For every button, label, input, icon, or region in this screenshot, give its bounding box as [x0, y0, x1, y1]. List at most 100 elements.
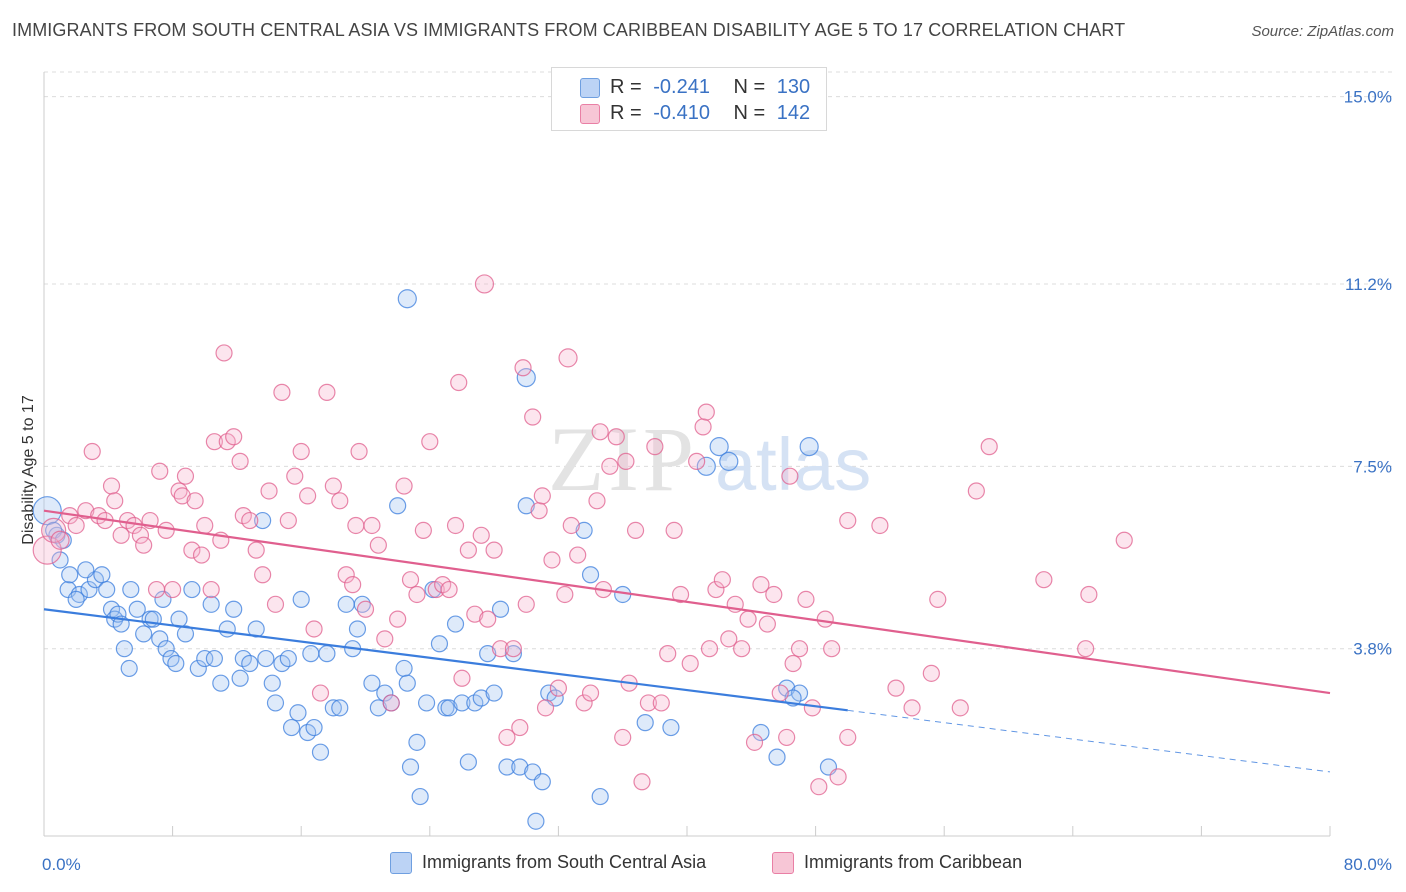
- data-point: [633, 773, 651, 791]
- data-point: [696, 456, 716, 476]
- data-point: [662, 718, 680, 737]
- data-point: [77, 502, 95, 520]
- data-point: [752, 576, 770, 594]
- r-label: R =: [610, 102, 642, 124]
- data-point: [151, 462, 169, 480]
- data-point: [292, 442, 310, 461]
- data-point: [1077, 640, 1095, 658]
- data-point: [524, 408, 542, 426]
- data-point: [543, 551, 561, 569]
- data-point: [790, 640, 809, 658]
- data-point: [614, 728, 632, 747]
- data-point: [369, 699, 387, 717]
- data-point: [720, 630, 738, 648]
- n-value: 142: [776, 102, 811, 124]
- data-point: [324, 477, 342, 495]
- data-point: [575, 694, 593, 712]
- data-point: [401, 571, 420, 589]
- data-point: [485, 684, 503, 702]
- data-point: [417, 694, 436, 712]
- data-point: [135, 625, 153, 643]
- data-point: [67, 590, 85, 609]
- trend-lines: [43, 509, 1331, 773]
- data-point: [241, 654, 259, 673]
- data-point: [719, 451, 739, 471]
- data-point: [266, 694, 285, 712]
- data-point: [479, 610, 497, 628]
- data-point: [1115, 531, 1133, 549]
- trend-line: [43, 509, 1331, 695]
- n-label: N =: [733, 76, 766, 98]
- data-point: [395, 477, 413, 495]
- data-point: [279, 649, 297, 668]
- data-point: [771, 684, 789, 702]
- data-point: [533, 773, 551, 791]
- data-point: [652, 694, 670, 712]
- data-point: [697, 403, 715, 421]
- data-point: [414, 521, 432, 540]
- data-point: [128, 600, 146, 618]
- data-point: [1035, 571, 1053, 589]
- data-point: [922, 664, 940, 682]
- data-point: [575, 521, 593, 540]
- data-point: [70, 585, 88, 604]
- data-point: [504, 640, 522, 658]
- bottom-legend-label: Immigrants from Caribbean: [804, 852, 1023, 872]
- data-point: [440, 699, 458, 717]
- data-point: [266, 595, 285, 613]
- data-point: [498, 758, 516, 776]
- data-point: [395, 659, 413, 678]
- data-point: [231, 452, 249, 470]
- data-point: [536, 699, 555, 717]
- data-point: [453, 694, 471, 712]
- data-point: [581, 684, 600, 702]
- data-point: [784, 654, 802, 673]
- data-point: [839, 511, 857, 530]
- data-point: [472, 689, 490, 707]
- data-point: [337, 595, 355, 613]
- data-point: [601, 457, 619, 475]
- grid-lines: [44, 71, 1392, 650]
- data-point: [768, 748, 786, 766]
- data-point: [324, 699, 342, 717]
- y-tick-label: 11.2%: [1345, 275, 1392, 294]
- data-point: [147, 580, 166, 599]
- data-point: [389, 610, 407, 628]
- data-point: [713, 571, 731, 589]
- data-point: [120, 659, 138, 678]
- legend-text: R = -0.410 N = 142: [610, 102, 810, 125]
- data-point: [205, 433, 223, 451]
- data-point: [337, 566, 355, 584]
- data-point: [77, 561, 95, 579]
- data-point: [466, 605, 484, 623]
- data-point: [311, 743, 330, 761]
- data-point: [162, 649, 180, 668]
- data-point: [196, 516, 214, 535]
- data-point: [967, 482, 985, 500]
- data-point: [562, 516, 580, 535]
- data-point: [498, 728, 516, 747]
- data-point: [151, 630, 169, 648]
- data-point: [411, 787, 429, 806]
- data-point: [389, 497, 407, 515]
- data-point: [305, 718, 323, 737]
- legend-text: R = -0.241 N = 130: [610, 76, 810, 99]
- data-point: [218, 620, 236, 638]
- data-point: [318, 645, 336, 663]
- legend-swatch-caribbean: [580, 104, 600, 124]
- data-point: [196, 649, 214, 668]
- data-point: [929, 590, 947, 609]
- chart-title: IMMIGRANTS FROM SOUTH CENTRAL ASIA VS IM…: [12, 20, 1126, 40]
- data-point: [781, 467, 799, 485]
- data-point: [115, 640, 133, 658]
- data-point: [485, 541, 503, 559]
- data-point: [533, 487, 551, 505]
- data-point: [479, 645, 497, 663]
- series-caribbean-points: [32, 274, 1133, 796]
- data-point: [305, 620, 323, 638]
- data-point: [273, 383, 291, 401]
- data-point: [739, 610, 757, 628]
- data-point: [1080, 585, 1098, 604]
- data-point: [474, 274, 495, 294]
